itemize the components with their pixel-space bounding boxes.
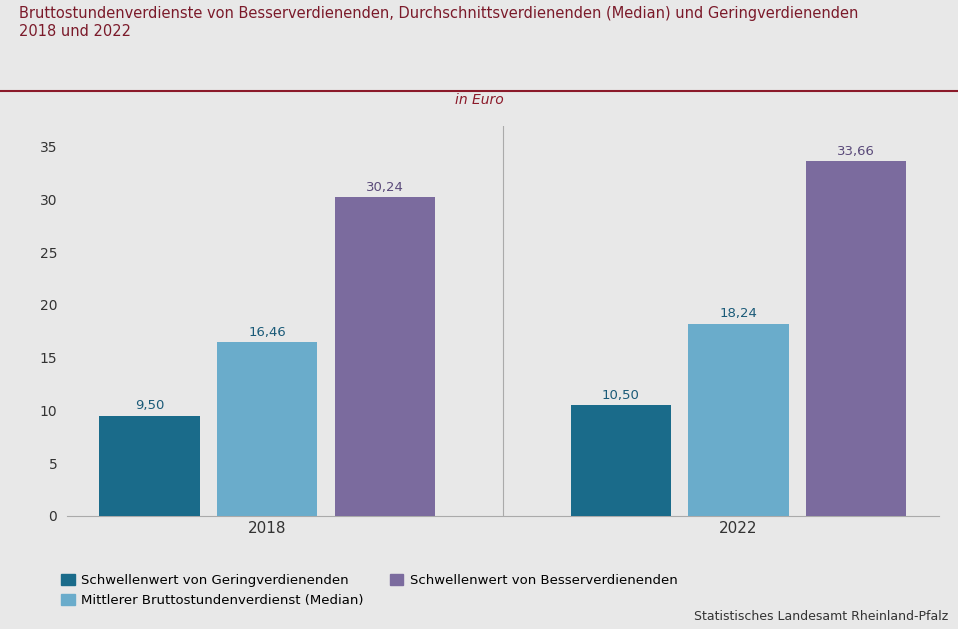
Text: 9,50: 9,50: [135, 399, 164, 413]
Text: Statistisches Landesamt Rheinland-Pfalz: Statistisches Landesamt Rheinland-Pfalz: [695, 610, 948, 623]
Text: 33,66: 33,66: [837, 145, 876, 158]
Bar: [100, 416, 199, 516]
Bar: [571, 405, 671, 516]
Text: Bruttostundenverdienste von Besserverdienenden, Durchschnittsverdienenden (Media: Bruttostundenverdienste von Besserverdie…: [19, 6, 858, 39]
Text: in Euro: in Euro: [455, 93, 503, 107]
Bar: [335, 197, 435, 516]
Text: 30,24: 30,24: [366, 181, 404, 194]
Bar: [217, 342, 317, 516]
Text: 16,46: 16,46: [248, 326, 286, 339]
Text: 10,50: 10,50: [602, 389, 640, 402]
Text: 18,24: 18,24: [719, 308, 758, 320]
Bar: [689, 323, 788, 516]
Legend: Schwellenwert von Geringverdienenden, Mittlerer Bruttostundenverdienst (Median),: Schwellenwert von Geringverdienenden, Mi…: [57, 569, 683, 613]
Bar: [807, 161, 906, 516]
